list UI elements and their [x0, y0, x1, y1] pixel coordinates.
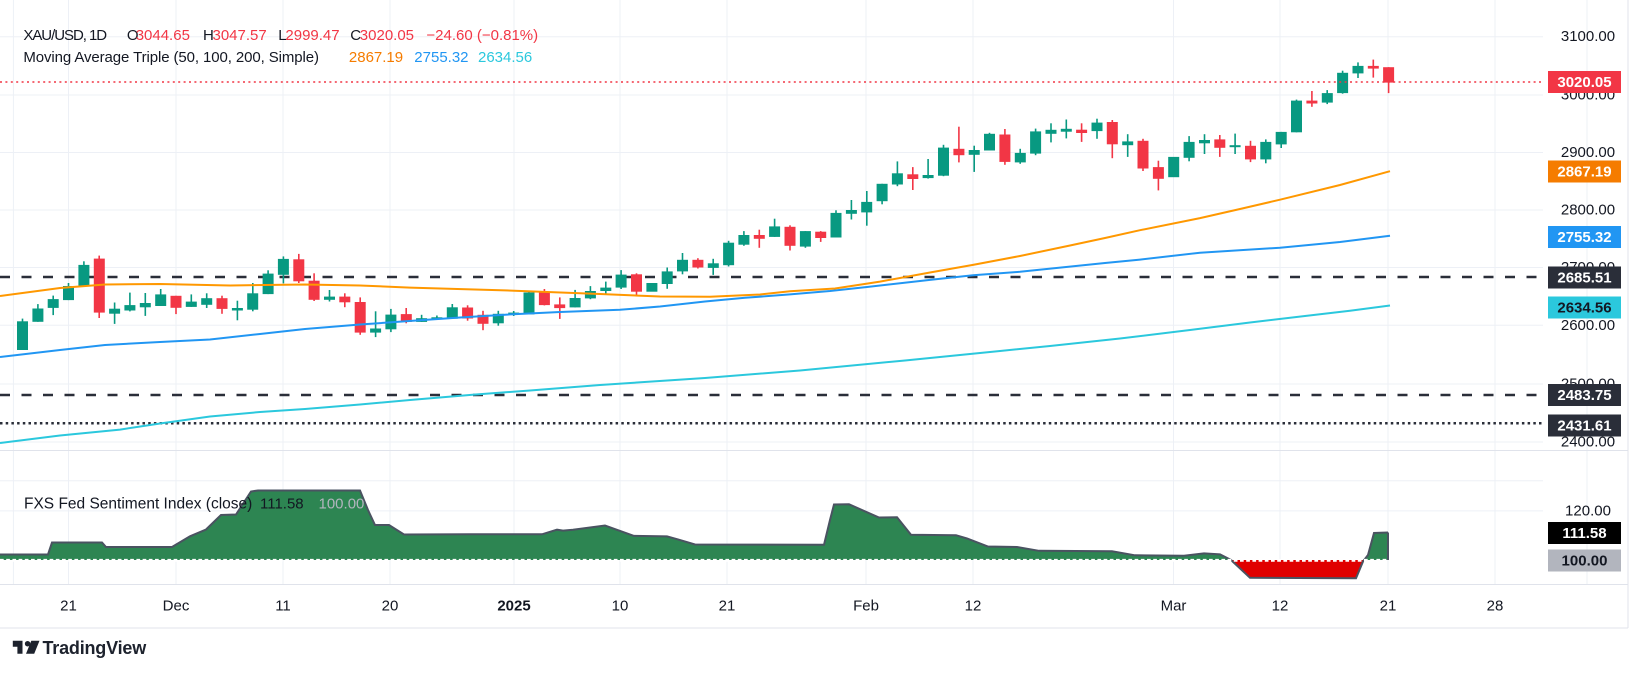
svg-text:2634.56: 2634.56 [1557, 300, 1611, 317]
svg-text:2431.61: 2431.61 [1557, 418, 1611, 435]
svg-text:2483.75: 2483.75 [1557, 387, 1611, 404]
svg-text:Moving Average Triple (50, 100: Moving Average Triple (50, 100, 200, Sim… [23, 49, 319, 66]
svg-text:2025: 2025 [497, 598, 530, 615]
svg-text:2685.51: 2685.51 [1557, 270, 1611, 287]
svg-text:111.58: 111.58 [260, 496, 304, 513]
svg-text:3020.05: 3020.05 [360, 27, 414, 44]
svg-text:3100.00: 3100.00 [1561, 28, 1615, 45]
svg-text:21: 21 [719, 598, 736, 615]
svg-text:2999.47: 2999.47 [285, 27, 339, 44]
svg-text:2900.00: 2900.00 [1561, 144, 1615, 161]
svg-text:3047.57: 3047.57 [213, 27, 267, 44]
svg-text:2755.32: 2755.32 [1557, 229, 1611, 246]
svg-text:111.58: 111.58 [1562, 525, 1606, 542]
svg-text:100.00: 100.00 [319, 496, 365, 513]
svg-text:2867.19: 2867.19 [349, 49, 403, 66]
svg-text:Mar: Mar [1161, 598, 1187, 615]
svg-text:2634.56: 2634.56 [478, 49, 532, 66]
svg-text:12: 12 [965, 598, 982, 615]
svg-text:100.00: 100.00 [1562, 553, 1608, 570]
svg-text:FXS Fed Sentiment Index (close: FXS Fed Sentiment Index (close) [24, 496, 252, 513]
svg-text:120.00: 120.00 [1565, 502, 1611, 519]
svg-text:XAU/USD, 1D: XAU/USD, 1D [23, 27, 107, 44]
svg-text:3044.65: 3044.65 [136, 27, 190, 44]
svg-text:10: 10 [612, 598, 629, 615]
svg-text:−24.60 (−0.81%): −24.60 (−0.81%) [426, 27, 538, 44]
svg-text:2400.00: 2400.00 [1561, 434, 1615, 451]
svg-text:Feb: Feb [853, 598, 879, 615]
svg-text:2755.32: 2755.32 [414, 49, 468, 66]
svg-text:L: L [278, 27, 286, 44]
svg-text:12: 12 [1272, 598, 1289, 615]
svg-text:21: 21 [1380, 598, 1397, 615]
svg-text:2867.19: 2867.19 [1557, 164, 1611, 181]
svg-text:11: 11 [275, 598, 291, 615]
svg-text:H: H [203, 27, 214, 44]
svg-text:TradingView: TradingView [43, 638, 148, 658]
svg-text:Dec: Dec [163, 598, 190, 615]
svg-text:21: 21 [60, 598, 77, 615]
svg-text:2800.00: 2800.00 [1561, 202, 1615, 219]
svg-text:C: C [350, 27, 361, 44]
svg-text:O: O [127, 27, 139, 44]
svg-text:2600.00: 2600.00 [1561, 317, 1615, 334]
svg-text:20: 20 [382, 598, 399, 615]
svg-text:28: 28 [1487, 598, 1504, 615]
svg-text:3020.05: 3020.05 [1557, 74, 1611, 91]
